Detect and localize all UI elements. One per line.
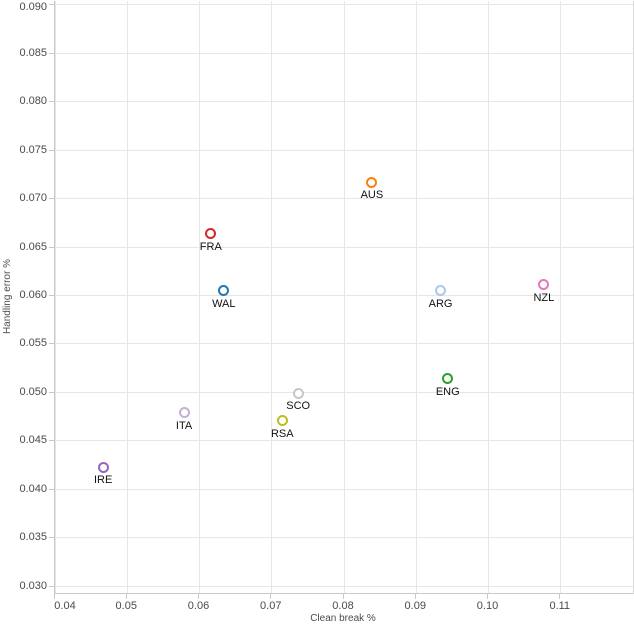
y-tick-label: 0.040 bbox=[19, 482, 47, 495]
data-point-nzl[interactable] bbox=[538, 279, 550, 291]
data-point-label-sco: SCO bbox=[286, 400, 311, 413]
x-tick-mark bbox=[270, 594, 272, 599]
data-point-label-eng: ENG bbox=[435, 385, 460, 398]
y-tick-label: 0.085 bbox=[19, 46, 47, 59]
data-point-label-ire: IRE bbox=[93, 474, 113, 487]
y-tick-mark bbox=[49, 295, 54, 297]
y-tick-mark bbox=[49, 488, 54, 490]
y-tick-mark bbox=[49, 585, 54, 587]
y-tick-mark bbox=[49, 198, 54, 200]
x-tick-label: 0.07 bbox=[260, 600, 282, 612]
x-tick-label: 0.10 bbox=[476, 600, 499, 612]
data-point-label-rsa: RSA bbox=[270, 427, 294, 440]
data-point-ita[interactable] bbox=[178, 407, 190, 419]
x-gridline bbox=[199, 1, 200, 593]
data-point-rsa[interactable] bbox=[276, 415, 288, 427]
x-tick-mark bbox=[53, 594, 55, 599]
x-tick-mark bbox=[414, 594, 416, 599]
y-tick-mark bbox=[49, 52, 54, 54]
y-tick-label: 0.090 bbox=[19, 1, 47, 13]
x-gridline bbox=[415, 1, 417, 593]
y-axis-title: Handling error % bbox=[1, 259, 13, 335]
data-point-wal[interactable] bbox=[218, 285, 230, 297]
x-tick-mark bbox=[487, 594, 488, 599]
x-tick-mark bbox=[125, 594, 127, 599]
data-point-ire[interactable] bbox=[97, 461, 109, 473]
y-tick-mark bbox=[49, 149, 54, 151]
y-tick-mark bbox=[49, 537, 54, 539]
data-point-arg[interactable] bbox=[435, 285, 447, 297]
x-tick-label: 0.08 bbox=[332, 600, 354, 612]
y-tick-label: 0.055 bbox=[19, 337, 47, 350]
y-tick-label: 0.030 bbox=[19, 579, 47, 592]
x-gridline bbox=[488, 1, 489, 593]
y-tick-label: 0.080 bbox=[19, 95, 47, 108]
x-tick-mark bbox=[559, 594, 561, 599]
y-tick-mark bbox=[49, 4, 54, 6]
x-tick-mark bbox=[198, 594, 199, 599]
x-gridline bbox=[560, 1, 562, 593]
y-tick-mark bbox=[49, 391, 54, 393]
x-gridline bbox=[271, 1, 273, 593]
data-point-label-arg: ARG bbox=[428, 297, 453, 310]
y-tick-label: 0.070 bbox=[19, 192, 47, 205]
x-gridline bbox=[126, 1, 128, 593]
x-gridline bbox=[343, 1, 345, 593]
y-tick-label: 0.035 bbox=[19, 531, 47, 544]
x-tick-label: 0.09 bbox=[404, 600, 426, 612]
x-gridline bbox=[54, 1, 56, 593]
y-tick-mark bbox=[49, 343, 54, 345]
data-point-fra[interactable] bbox=[205, 228, 217, 240]
data-point-label-ita: ITA bbox=[175, 419, 193, 432]
x-tick-label: 0.05 bbox=[115, 600, 137, 612]
data-point-label-wal: WAL bbox=[212, 297, 236, 310]
data-point-eng[interactable] bbox=[442, 373, 454, 385]
y-tick-label: 0.045 bbox=[19, 434, 47, 447]
x-tick-label: 0.04 bbox=[54, 600, 76, 612]
y-tick-mark bbox=[49, 440, 54, 442]
y-tick-label: 0.075 bbox=[19, 143, 47, 156]
x-tick-label: 0.06 bbox=[187, 600, 210, 612]
y-tick-mark bbox=[49, 246, 54, 248]
data-point-label-aus: AUS bbox=[360, 189, 384, 202]
y-tick-label: 0.050 bbox=[19, 385, 47, 398]
y-tick-mark bbox=[49, 101, 54, 103]
data-point-label-fra: FRA bbox=[199, 240, 222, 253]
plot-area bbox=[54, 1, 634, 594]
y-tick-label: 0.060 bbox=[19, 289, 47, 302]
data-point-label-nzl: NZL bbox=[533, 291, 555, 304]
data-point-aus[interactable] bbox=[366, 176, 378, 188]
x-tick-mark bbox=[342, 594, 344, 599]
y-tick-label: 0.065 bbox=[19, 240, 47, 253]
data-point-sco[interactable] bbox=[292, 387, 304, 399]
x-tick-label: 0.11 bbox=[549, 600, 571, 612]
x-axis-title: Clean break % bbox=[310, 613, 376, 624]
y-axis-title-container: Handling error % bbox=[0, 1, 14, 593]
